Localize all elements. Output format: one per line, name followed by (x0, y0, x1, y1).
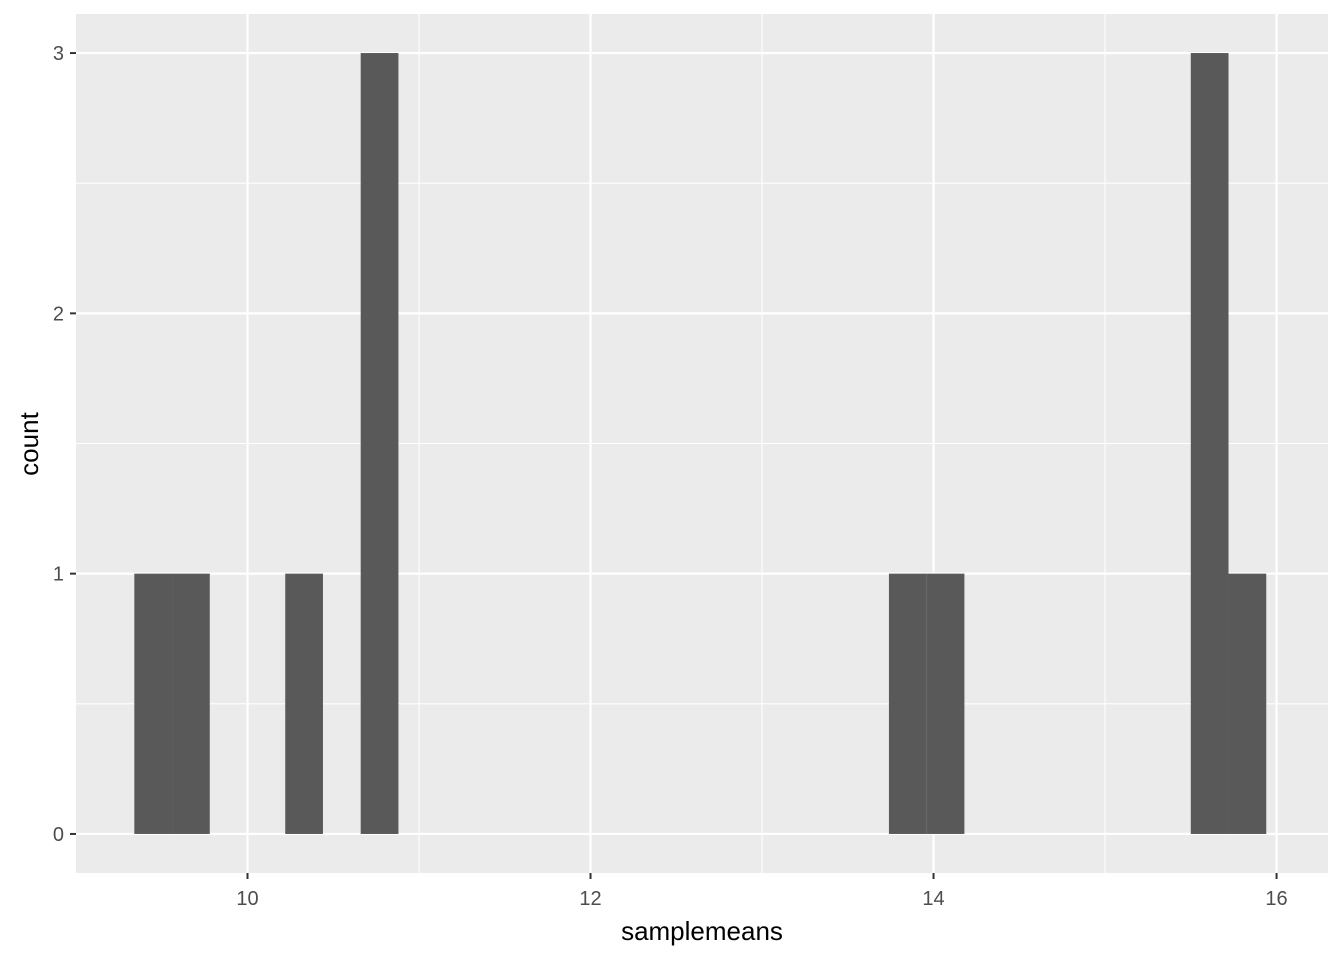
y-tick-label: 2 (53, 303, 64, 325)
histogram-bar (285, 573, 323, 834)
histogram-bar (926, 573, 965, 834)
histogram-bar (134, 573, 173, 834)
histogram-bar (1228, 573, 1267, 834)
histogram-bar (888, 573, 927, 834)
y-tick-label: 1 (53, 564, 64, 586)
x-axis-ticks: 10 12 14 16 (236, 873, 1288, 910)
histogram-bars (134, 53, 1267, 834)
x-tick-label: 10 (236, 888, 258, 910)
histogram-bar (1190, 53, 1229, 834)
x-tick-label: 16 (1265, 888, 1287, 910)
y-tick-label: 0 (53, 824, 64, 846)
y-axis-ticks: 0 1 2 3 (53, 43, 76, 846)
minor-gridlines (76, 14, 1328, 873)
histogram-bar (172, 573, 210, 834)
x-tick-label: 12 (579, 888, 601, 910)
y-axis-title: count (14, 411, 44, 475)
y-tick-label: 3 (53, 43, 64, 65)
major-gridlines (76, 14, 1328, 873)
x-tick-label: 14 (922, 888, 944, 910)
histogram-bar (360, 53, 399, 834)
x-axis-title: samplemeans (621, 916, 783, 946)
